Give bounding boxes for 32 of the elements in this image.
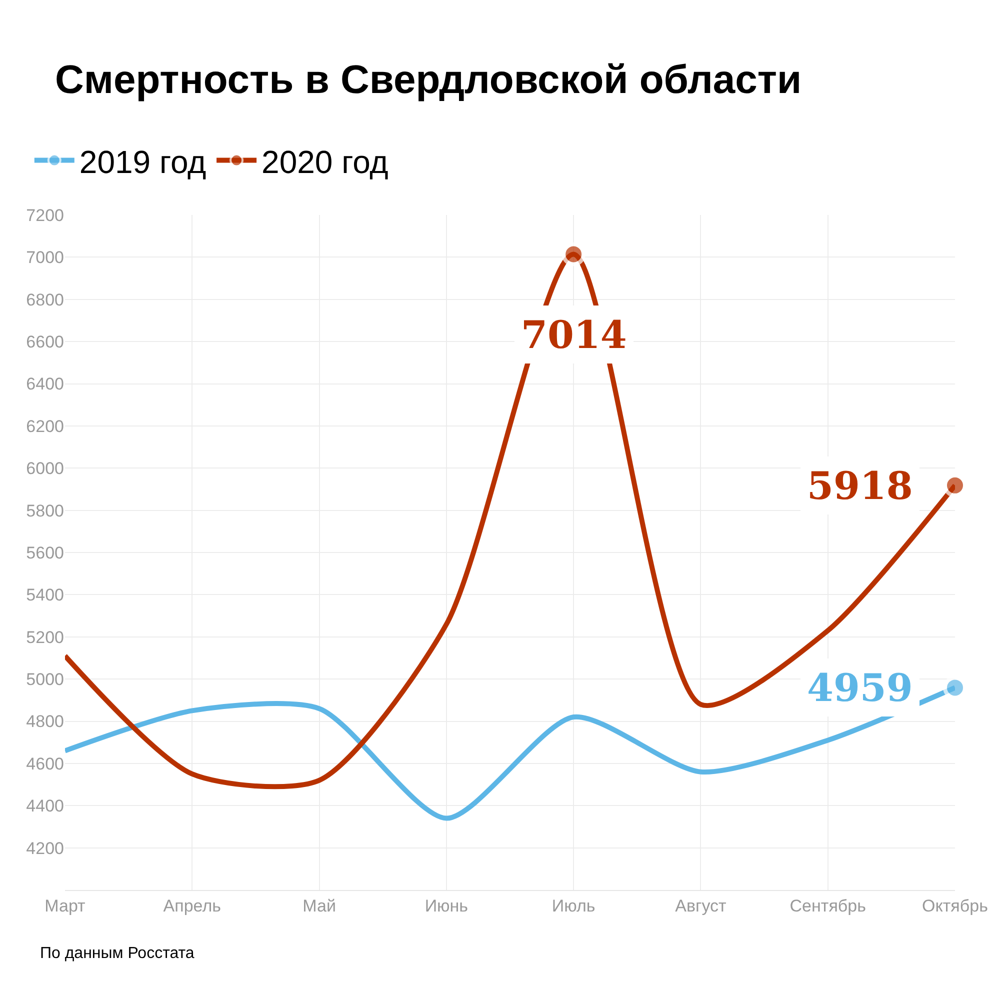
- y-tick-label: 6200: [26, 416, 64, 436]
- x-tick-label: Март: [44, 896, 86, 916]
- y-tick-label: 5000: [26, 670, 64, 690]
- x-tick-label: Июнь: [424, 896, 468, 916]
- x-tick-label: Сентябрь: [790, 896, 866, 916]
- data-label: 5918: [807, 463, 913, 508]
- y-tick-label: 5800: [26, 501, 64, 520]
- legend-label: 2020 год: [262, 144, 389, 180]
- y-tick-label: 5400: [26, 586, 64, 605]
- x-tick-label: Май: [302, 896, 336, 916]
- y-tick-label: 4800: [26, 712, 64, 732]
- data-label: 7014: [521, 312, 627, 357]
- y-tick-label: 5600: [26, 543, 64, 562]
- y-tick-label: 6400: [26, 374, 64, 394]
- chart-title: Смертность в Свердловской области: [55, 58, 802, 102]
- legend-label: 2019 год: [79, 144, 207, 180]
- y-tick-label: 6800: [26, 290, 64, 310]
- x-tick-label: Август: [675, 896, 727, 916]
- y-tick-label: 5200: [26, 628, 64, 647]
- y-tick-label: 7200: [26, 206, 64, 225]
- text: По данным Росстата: [40, 945, 194, 962]
- y-tick-label: 4200: [26, 838, 64, 858]
- x-tick-label: Апрель: [163, 896, 222, 916]
- y-tick-label: 4400: [26, 796, 64, 816]
- y-tick-label: 4600: [26, 754, 64, 774]
- x-tick-label: Июль: [552, 896, 596, 916]
- y-tick-label: 6600: [26, 332, 64, 352]
- data-label: 4959: [807, 665, 913, 710]
- y-tick-label: 7000: [26, 248, 64, 268]
- y-tick-label: 6000: [26, 459, 64, 478]
- x-tick-label: Октябрь: [922, 896, 988, 916]
- point: [562, 242, 586, 266]
